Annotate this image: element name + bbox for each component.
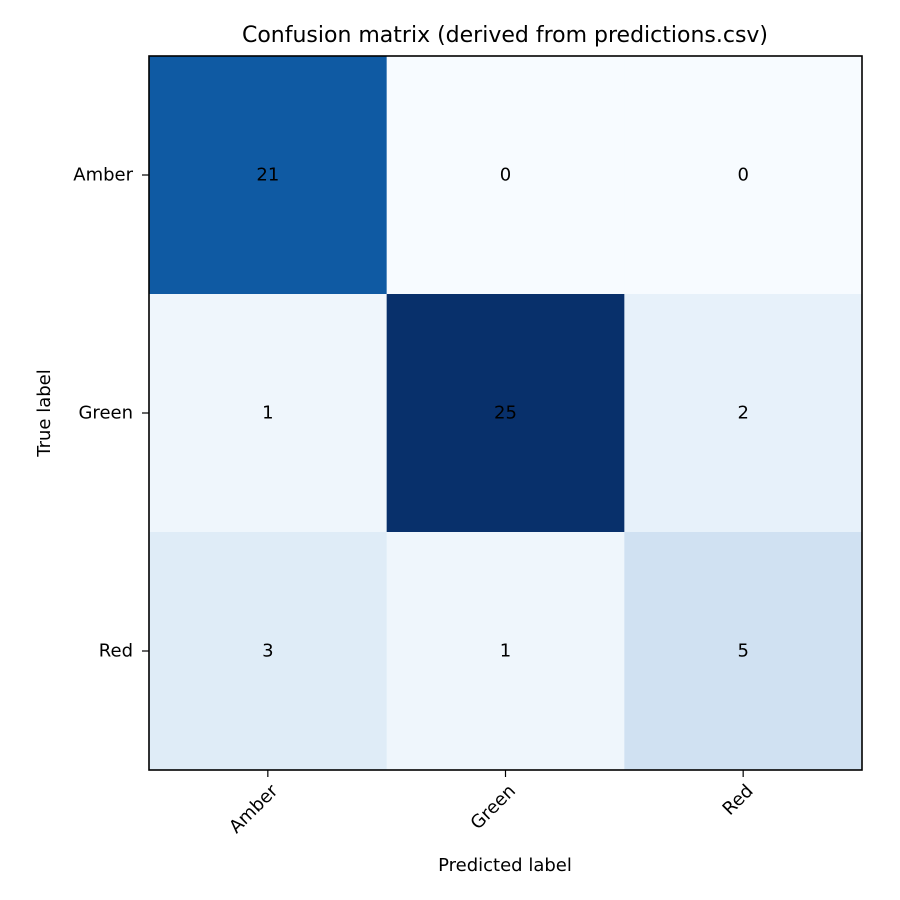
- y-tick-label: Green: [78, 403, 133, 424]
- heatmap-cell-green-amber: [149, 294, 388, 533]
- cell-value-label: 21: [256, 165, 279, 186]
- y-tick-label: Red: [99, 641, 133, 662]
- y-axis-label: True label: [34, 369, 55, 458]
- x-axis-label: Predicted label: [438, 855, 572, 876]
- cell-value-label: 1: [262, 403, 273, 424]
- heatmap-cell-amber-green: [386, 56, 625, 295]
- heatmap-cell-red-amber: [149, 532, 388, 771]
- heatmap-cell-labels: 21 0 0 1 25 2 3 1 5: [256, 165, 749, 662]
- cell-value-label: 5: [737, 641, 748, 662]
- chart-title: Confusion matrix (derived from predictio…: [242, 23, 768, 48]
- heatmap-cell-red-red: [624, 532, 863, 771]
- x-tick-label: Amber: [225, 780, 283, 838]
- heatmap-cell-amber-red: [624, 56, 863, 295]
- x-tick-label: Red: [719, 781, 758, 820]
- cell-value-label: 25: [494, 403, 517, 424]
- heatmap-cell-green-red: [624, 294, 863, 533]
- cell-value-label: 2: [737, 403, 748, 424]
- heatmap-cell-red-green: [386, 532, 625, 771]
- heatmap-cells: [149, 56, 863, 771]
- x-axis-ticks: Amber Green Red: [225, 770, 758, 838]
- cell-value-label: 1: [500, 641, 511, 662]
- cell-value-label: 3: [262, 641, 273, 662]
- cell-value-label: 0: [500, 165, 511, 186]
- heatmap-cell-green-green: [386, 294, 625, 533]
- y-axis-ticks: Amber Green Red: [73, 165, 149, 662]
- cell-value-label: 0: [737, 165, 748, 186]
- y-tick-label: Amber: [73, 165, 133, 186]
- heatmap-cell-amber-amber: [149, 56, 388, 295]
- x-tick-label: Green: [467, 781, 520, 834]
